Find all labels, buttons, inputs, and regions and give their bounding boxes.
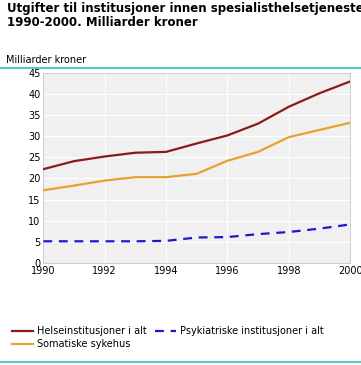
Line: Helseinstitusjoner i alt: Helseinstitusjoner i alt [43,81,350,169]
Somatiske sykehus [164,175,168,179]
Line: Somatiske sykehus: Somatiske sykehus [43,123,350,190]
Psykiatriske institusjoner i alt [225,235,230,239]
Helseinstitusjoner i alt [287,104,291,109]
Helseinstitusjoner i alt [164,150,168,154]
Helseinstitusjoner i alt [72,159,76,164]
Psykiatriske institusjoner i alt [287,230,291,234]
Helseinstitusjoner i alt [317,91,322,95]
Text: Utgifter til institusjoner innen spesialisthelsetjenesten.: Utgifter til institusjoner innen spesial… [7,2,361,15]
Somatiske sykehus [195,172,199,176]
Helseinstitusjoner i alt [256,122,260,126]
Helseinstitusjoner i alt [195,141,199,146]
Somatiske sykehus [103,178,107,183]
Line: Psykiatriske institusjoner i alt: Psykiatriske institusjoner i alt [43,224,350,241]
Somatiske sykehus [225,158,230,163]
Psykiatriske institusjoner i alt [41,239,45,243]
Text: 1990-2000. Milliarder kroner: 1990-2000. Milliarder kroner [7,16,198,30]
Somatiske sykehus [317,128,322,132]
Somatiske sykehus [41,188,45,192]
Psykiatriske institusjoner i alt [195,235,199,240]
Helseinstitusjoner i alt [103,154,107,159]
Psykiatriske institusjoner i alt [103,239,107,243]
Helseinstitusjoner i alt [41,167,45,171]
Legend: Helseinstitusjoner i alt, Somatiske sykehus, Psykiatriske institusjoner i alt: Helseinstitusjoner i alt, Somatiske syke… [12,326,324,349]
Psykiatriske institusjoner i alt [317,226,322,231]
Psykiatriske institusjoner i alt [133,239,138,243]
Psykiatriske institusjoner i alt [256,232,260,236]
Helseinstitusjoner i alt [348,79,352,84]
Helseinstitusjoner i alt [225,133,230,138]
Psykiatriske institusjoner i alt [164,239,168,243]
Somatiske sykehus [133,175,138,179]
Somatiske sykehus [348,120,352,125]
Psykiatriske institusjoner i alt [72,239,76,243]
Psykiatriske institusjoner i alt [348,222,352,227]
Somatiske sykehus [287,135,291,139]
Somatiske sykehus [72,184,76,188]
Helseinstitusjoner i alt [133,150,138,155]
Somatiske sykehus [256,150,260,154]
Text: Milliarder kroner: Milliarder kroner [6,55,87,65]
